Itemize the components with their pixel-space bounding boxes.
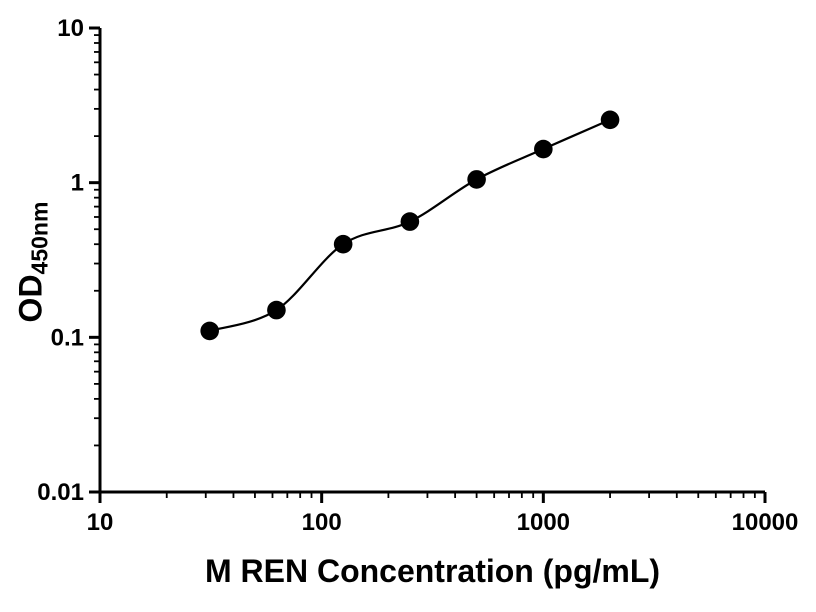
x-axis-title: M REN Concentration (pg/mL) bbox=[204, 553, 661, 589]
data-point bbox=[267, 300, 286, 320]
y-axis-title-main: OD bbox=[12, 274, 49, 323]
data-point bbox=[200, 321, 219, 341]
x-tick-label: 1000 bbox=[517, 509, 570, 536]
x-tick-label: 10000 bbox=[732, 509, 799, 536]
y-axis-title-subscript: 450nm bbox=[26, 201, 53, 275]
data-point bbox=[534, 139, 553, 159]
data-point bbox=[333, 234, 353, 254]
data-point bbox=[400, 212, 420, 231]
data-point bbox=[467, 170, 486, 189]
y-tick-label: 0.1 bbox=[51, 324, 84, 351]
y-tick-label: 10 bbox=[57, 15, 84, 42]
data-point bbox=[600, 110, 620, 130]
axis-spines bbox=[98, 28, 765, 494]
x-tick-label: 10 bbox=[87, 509, 114, 536]
y-axis-title: OD450nm bbox=[13, 202, 54, 323]
y-tick-label: 1 bbox=[71, 170, 84, 197]
y-tick-label: 0.01 bbox=[37, 479, 84, 506]
x-tick-label: 100 bbox=[302, 509, 342, 536]
